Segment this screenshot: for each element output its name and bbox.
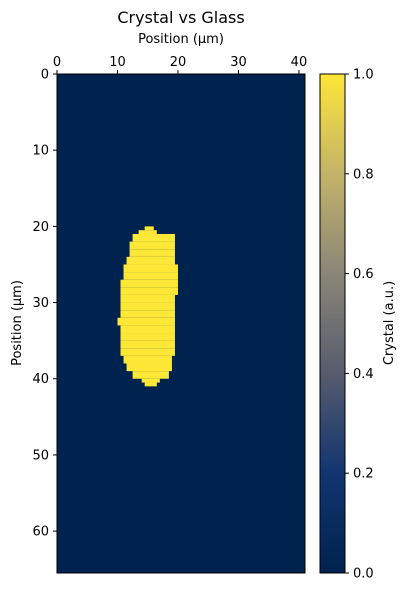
crystal-cell xyxy=(120,310,175,318)
heatmap-plot-area xyxy=(56,73,306,574)
crystal-cell xyxy=(120,279,178,288)
colorbar-ticks: 0.0 0.2 0.4 0.6 0.8 1.0 xyxy=(345,68,374,582)
y-tick-label: 50 xyxy=(32,448,49,463)
crystal-cell xyxy=(141,378,160,383)
y-tick-label: 40 xyxy=(32,372,49,387)
y-tick-label: 60 xyxy=(32,525,49,540)
crystal-cell xyxy=(126,256,175,265)
crystal-cell xyxy=(138,230,157,234)
crystal-cell xyxy=(123,272,178,280)
crystal-cell xyxy=(120,302,175,311)
y-tick-label: 0 xyxy=(41,68,49,83)
crystal-cell xyxy=(129,241,175,250)
x-tick-label: 30 xyxy=(230,55,247,70)
colorbar-tick-label: 0.8 xyxy=(353,167,374,182)
colorbar: 0.0 0.2 0.4 0.6 0.8 1.0 Crystal (a.u.) xyxy=(319,68,397,582)
chart-title: Crystal vs Glass xyxy=(117,8,244,27)
crystal-cell xyxy=(144,382,157,387)
x-tick-label: 10 xyxy=(109,55,126,70)
crystal-cell xyxy=(120,340,175,349)
crystal-cell xyxy=(123,264,178,273)
plot-frame xyxy=(56,73,306,574)
y-tick-label: 30 xyxy=(32,296,49,311)
crystal-cell xyxy=(132,371,169,379)
crystal-cell xyxy=(120,325,175,334)
crystal-cell xyxy=(132,233,175,242)
colorbar-tick-label: 1.0 xyxy=(353,68,374,83)
crystal-cell xyxy=(123,355,172,364)
crystal-cell xyxy=(144,226,154,231)
y-tick-label: 10 xyxy=(32,144,49,159)
x-axis-label: Position (µm) xyxy=(138,32,224,47)
colorbar-tick-label: 0.0 xyxy=(353,567,374,582)
colorbar-gradient xyxy=(319,73,346,574)
crystal-cell xyxy=(120,294,175,303)
heatmap-background xyxy=(57,74,305,573)
colorbar-label: Crystal (a.u.) xyxy=(382,281,397,365)
x-tick-label: 40 xyxy=(291,55,308,70)
x-tick-label: 20 xyxy=(170,55,187,70)
crystal-cell xyxy=(120,287,178,295)
x-axis-ticks: 0 10 20 30 40 xyxy=(53,55,307,74)
crystal-cell xyxy=(129,249,175,257)
x-tick-label: 0 xyxy=(53,55,61,70)
crystal-cell xyxy=(120,348,175,356)
colorbar-tick-label: 0.4 xyxy=(353,367,374,382)
colorbar-tick-label: 0.6 xyxy=(353,267,374,282)
crystal-cell xyxy=(117,317,175,326)
crystal-region xyxy=(117,226,178,387)
y-axis-label: Position (µm) xyxy=(10,280,25,366)
y-axis-ticks: 0 10 20 30 40 50 60 xyxy=(32,68,57,540)
colorbar-tick-label: 0.2 xyxy=(353,467,374,482)
y-tick-label: 20 xyxy=(32,220,49,235)
crystal-cell xyxy=(120,333,175,341)
crystal-cell xyxy=(126,363,172,372)
